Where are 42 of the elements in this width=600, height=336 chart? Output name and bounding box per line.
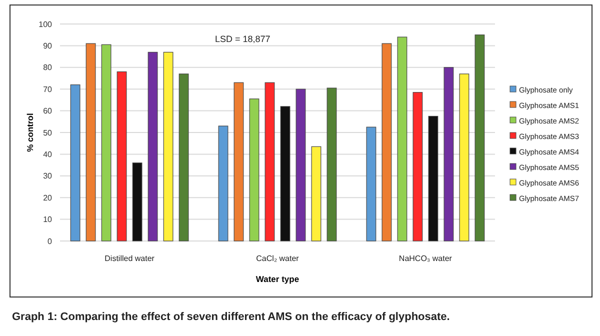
bar	[178, 74, 189, 242]
y-tick-label: 0	[48, 236, 53, 246]
bar	[412, 92, 423, 242]
bar	[101, 44, 112, 242]
bar	[148, 52, 158, 242]
x-tick-label: CaCl₂ water	[256, 254, 300, 263]
y-tick-label: 30	[43, 172, 53, 181]
y-tick-label: 70	[43, 84, 53, 94]
y-tick-label: 80	[43, 63, 53, 72]
y-tick-label: 10	[43, 215, 53, 224]
bar	[459, 74, 470, 242]
y-tick-label: 90	[43, 42, 53, 50]
bar	[326, 88, 337, 242]
y-tick-label: 50	[43, 128, 53, 138]
bar	[163, 52, 174, 242]
bar	[264, 82, 275, 242]
x-axis-title: Water type	[256, 274, 300, 284]
x-tick-label: Distilled water	[104, 254, 155, 263]
bar	[132, 162, 142, 242]
bar	[311, 146, 322, 242]
bar	[280, 106, 290, 242]
bar	[86, 43, 96, 242]
annotation: LSD = 18,877	[215, 34, 270, 44]
bar	[296, 88, 306, 242]
y-tick-label: 40	[43, 150, 53, 159]
y-axis-title: % control	[25, 113, 35, 152]
bar	[428, 116, 438, 242]
bar	[70, 84, 80, 242]
y-tick-label: 100	[38, 20, 53, 29]
y-tick-label: 60	[43, 106, 53, 116]
bar	[234, 82, 244, 242]
bar	[116, 71, 127, 242]
bar	[444, 67, 454, 242]
bar	[474, 34, 485, 242]
y-tick-label: 20	[43, 193, 53, 202]
bar	[382, 43, 392, 242]
bar	[218, 126, 228, 242]
bar	[366, 126, 376, 242]
x-tick-label: NaHCO₃ water	[398, 254, 452, 263]
bar	[397, 36, 408, 242]
bar	[249, 98, 260, 242]
text: Graph 1: Comparing the effect of seven different AMS on the efficacy of glyphosate.	[12, 311, 450, 323]
